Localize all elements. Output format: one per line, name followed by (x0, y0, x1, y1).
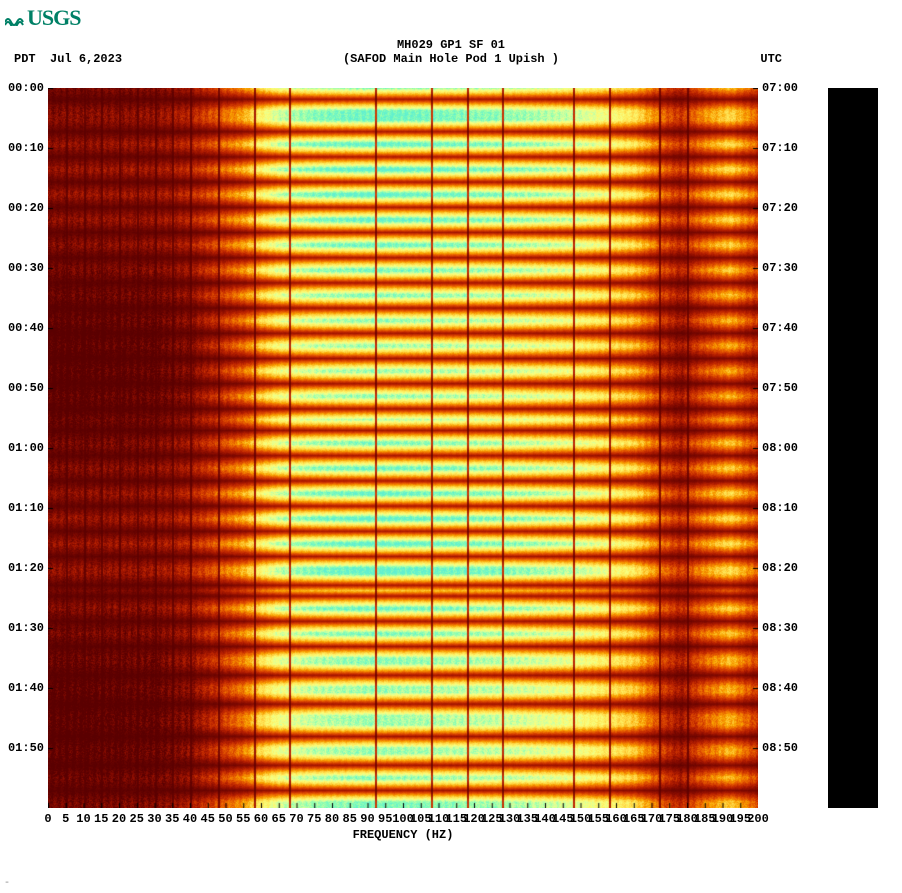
y-axis-left: 00:0000:1000:2000:3000:4000:5001:0001:10… (0, 88, 46, 808)
ytick-left: 01:40 (8, 681, 44, 695)
ytick-right: 08:50 (762, 741, 798, 755)
xtick: 0 (44, 812, 51, 826)
ytick-right: 08:40 (762, 681, 798, 695)
ytick-right: 07:30 (762, 261, 798, 275)
xtick: 25 (130, 812, 144, 826)
ytick-left: 00:20 (8, 201, 44, 215)
ytick-right: 07:00 (762, 81, 798, 95)
ytick-left: 01:30 (8, 621, 44, 635)
ytick-right: 07:20 (762, 201, 798, 215)
ytick-left: 01:10 (8, 501, 44, 515)
ytick-left: 00:30 (8, 261, 44, 275)
wave-icon (5, 14, 25, 26)
ytick-right: 08:20 (762, 561, 798, 575)
xtick: 5 (62, 812, 69, 826)
spectrogram-canvas (48, 88, 758, 808)
xtick: 55 (236, 812, 250, 826)
spectrogram-plot (48, 88, 758, 808)
ytick-left: 00:10 (8, 141, 44, 155)
xtick: 35 (165, 812, 179, 826)
xtick: 60 (254, 812, 268, 826)
xtick: 95 (378, 812, 392, 826)
ytick-left: 00:50 (8, 381, 44, 395)
ytick-right: 08:00 (762, 441, 798, 455)
xtick: 50 (218, 812, 232, 826)
ytick-right: 07:50 (762, 381, 798, 395)
ytick-left: 01:50 (8, 741, 44, 755)
ytick-left: 00:00 (8, 81, 44, 95)
header-right: UTC (760, 52, 782, 66)
xtick: 200 (747, 812, 769, 826)
ytick-right: 07:40 (762, 321, 798, 335)
ytick-left: 01:20 (8, 561, 44, 575)
xtick: 45 (201, 812, 215, 826)
y-axis-right: 07:0007:1007:2007:3007:4007:5008:0008:10… (760, 88, 810, 808)
ytick-right: 08:10 (762, 501, 798, 515)
title-line1: MH029 GP1 SF 01 (0, 38, 902, 52)
xtick: 70 (289, 812, 303, 826)
xtick: 30 (147, 812, 161, 826)
ytick-right: 08:30 (762, 621, 798, 635)
logo-text: USGS (27, 5, 80, 30)
xtick: 40 (183, 812, 197, 826)
xtick: 20 (112, 812, 126, 826)
x-axis-label: FREQUENCY (HZ) (48, 828, 758, 842)
ytick-right: 07:10 (762, 141, 798, 155)
xtick: 80 (325, 812, 339, 826)
footer-mark: - (4, 878, 10, 889)
usgs-logo: USGS (5, 5, 80, 31)
xtick: 90 (360, 812, 374, 826)
xtick: 85 (343, 812, 357, 826)
right-tz: UTC (760, 52, 782, 66)
xtick: 15 (94, 812, 108, 826)
xtick: 10 (76, 812, 90, 826)
colorbar (828, 88, 878, 808)
xtick: 65 (272, 812, 286, 826)
xtick: 75 (307, 812, 321, 826)
ytick-left: 00:40 (8, 321, 44, 335)
ytick-left: 01:00 (8, 441, 44, 455)
